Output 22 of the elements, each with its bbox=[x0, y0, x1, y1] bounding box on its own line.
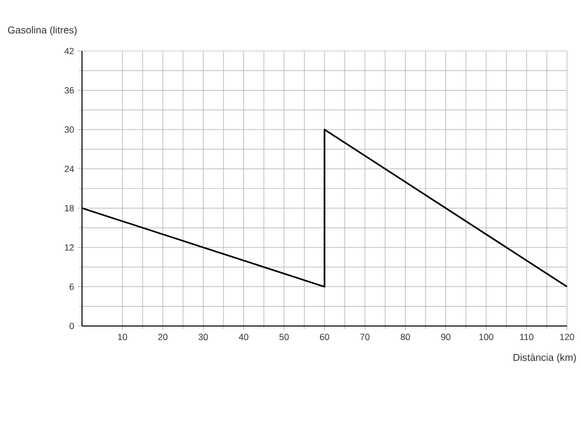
y-tick-label: 0 bbox=[70, 322, 74, 330]
x-tick-label: 40 bbox=[238, 334, 248, 340]
x-tick-label: 90 bbox=[441, 334, 450, 340]
y-tick-label: 12 bbox=[64, 244, 74, 251]
x-tick-label: 80 bbox=[400, 334, 410, 340]
y-tick-label: 18 bbox=[64, 204, 74, 212]
x-tick-label: 60 bbox=[320, 334, 330, 340]
x-tick-label: 100 bbox=[479, 334, 494, 340]
x-axis-title: Distància (km) bbox=[514, 354, 576, 363]
y-tick-label: 42 bbox=[64, 48, 74, 54]
x-tick-label: 10 bbox=[118, 334, 128, 340]
x-tick-label: 50 bbox=[279, 334, 289, 340]
x-tick-label: 70 bbox=[360, 334, 370, 340]
x-tick-label: 120 bbox=[560, 334, 574, 340]
x-tick-label: 20 bbox=[158, 334, 168, 340]
y-tick-label: 24 bbox=[64, 166, 74, 172]
y-axis-title: Gasolina (litres) bbox=[8, 26, 77, 36]
y-tick-label: 36 bbox=[64, 87, 74, 94]
y-tick-label: 30 bbox=[64, 126, 74, 133]
x-tick-label: 30 bbox=[198, 334, 208, 340]
y-tick-label: 6 bbox=[70, 284, 74, 290]
x-tick-label: 110 bbox=[520, 334, 534, 340]
